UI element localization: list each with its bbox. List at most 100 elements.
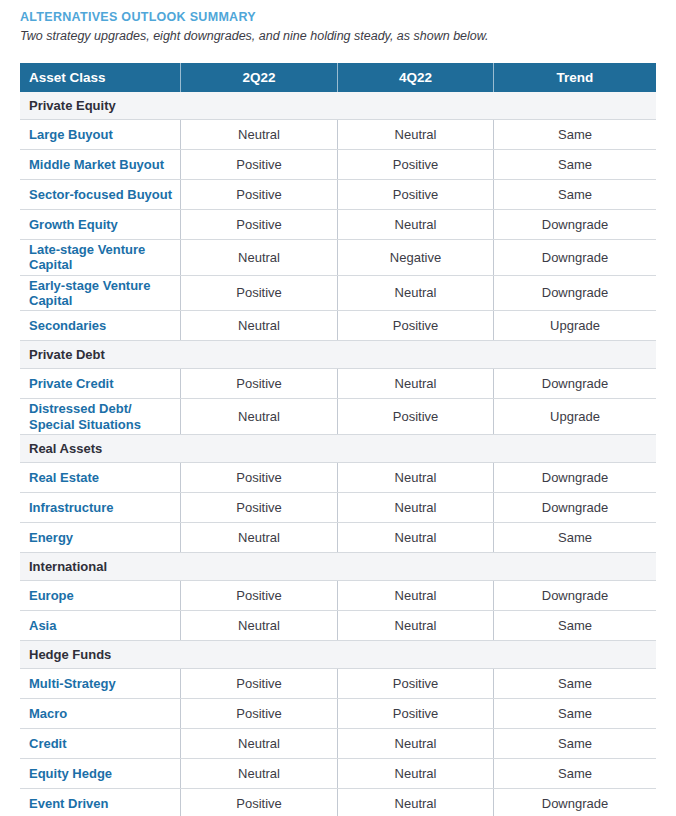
table-row: EnergyNeutralNeutralSame xyxy=(20,523,656,553)
column-header-4q22: 4Q22 xyxy=(337,63,493,92)
4q22-cell: Positive xyxy=(337,180,493,209)
2q22-cell: Neutral xyxy=(180,311,337,340)
asset-class-cell: Asia xyxy=(20,611,180,640)
table-row: Private CreditPositiveNeutralDowngrade xyxy=(20,369,656,399)
asset-class-cell: Middle Market Buyout xyxy=(20,150,180,179)
trend-cell: Upgrade xyxy=(493,399,656,434)
table-row: Event DrivenPositiveNeutralDowngrade xyxy=(20,789,656,816)
2q22-cell: Positive xyxy=(180,493,337,522)
outlook-summary-table: Asset Class 2Q22 4Q22 Trend Private Equi… xyxy=(20,63,656,816)
table-row: CreditNeutralNeutralSame xyxy=(20,729,656,759)
trend-cell: Same xyxy=(493,729,656,758)
2q22-cell: Positive xyxy=(180,150,337,179)
2q22-cell: Neutral xyxy=(180,120,337,149)
2q22-cell: Neutral xyxy=(180,399,337,434)
section-row: Private Debt xyxy=(20,341,656,369)
table-row: Multi-StrategyPositivePositiveSame xyxy=(20,669,656,699)
trend-cell: Downgrade xyxy=(493,210,656,239)
section-label: Private Debt xyxy=(29,347,105,362)
trend-cell: Same xyxy=(493,523,656,552)
4q22-cell: Neutral xyxy=(337,759,493,788)
2q22-cell: Positive xyxy=(180,669,337,698)
column-header-2q22: 2Q22 xyxy=(180,63,337,92)
trend-cell: Same xyxy=(493,120,656,149)
section-row: Real Assets xyxy=(20,435,656,463)
column-header-trend: Trend xyxy=(493,63,656,92)
trend-cell: Downgrade xyxy=(493,369,656,398)
asset-class-cell: Equity Hedge xyxy=(20,759,180,788)
asset-class-cell: Large Buyout xyxy=(20,120,180,149)
4q22-cell: Neutral xyxy=(337,729,493,758)
2q22-cell: Positive xyxy=(180,463,337,492)
section-label: Hedge Funds xyxy=(29,647,111,662)
2q22-cell: Positive xyxy=(180,210,337,239)
4q22-cell: Neutral xyxy=(337,789,493,816)
asset-class-cell: Early-stage Venture Capital xyxy=(20,276,180,311)
table-row: SecondariesNeutralPositiveUpgrade xyxy=(20,311,656,341)
trend-cell: Upgrade xyxy=(493,311,656,340)
table-row: Early-stage Venture CapitalPositiveNeutr… xyxy=(20,276,656,312)
table-row: Large BuyoutNeutralNeutralSame xyxy=(20,120,656,150)
trend-cell: Downgrade xyxy=(493,581,656,610)
4q22-cell: Neutral xyxy=(337,581,493,610)
4q22-cell: Positive xyxy=(337,699,493,728)
section-label: Real Assets xyxy=(29,441,102,456)
alternatives-outlook-page: ALTERNATIVES OUTLOOK SUMMARY Two strateg… xyxy=(0,0,676,816)
4q22-cell: Positive xyxy=(337,669,493,698)
asset-class-cell: Credit xyxy=(20,729,180,758)
2q22-cell: Positive xyxy=(180,276,337,311)
asset-class-cell: Event Driven xyxy=(20,789,180,816)
table-header-row: Asset Class 2Q22 4Q22 Trend xyxy=(20,63,656,92)
table-row: Late-stage Venture CapitalNeutralNegativ… xyxy=(20,240,656,276)
asset-class-cell: Real Estate xyxy=(20,463,180,492)
2q22-cell: Neutral xyxy=(180,523,337,552)
2q22-cell: Positive xyxy=(180,789,337,816)
asset-class-cell: Sector-focused Buyout xyxy=(20,180,180,209)
2q22-cell: Neutral xyxy=(180,759,337,788)
asset-class-cell: Energy xyxy=(20,523,180,552)
trend-cell: Downgrade xyxy=(493,789,656,816)
table-row: AsiaNeutralNeutralSame xyxy=(20,611,656,641)
asset-class-cell: Private Credit xyxy=(20,369,180,398)
trend-cell: Downgrade xyxy=(493,493,656,522)
page-subtitle: Two strategy upgrades, eight downgrades,… xyxy=(20,29,656,43)
asset-class-cell: Multi-Strategy xyxy=(20,669,180,698)
table-row: MacroPositivePositiveSame xyxy=(20,699,656,729)
trend-cell: Same xyxy=(493,611,656,640)
2q22-cell: Positive xyxy=(180,180,337,209)
2q22-cell: Neutral xyxy=(180,240,337,275)
trend-cell: Same xyxy=(493,699,656,728)
trend-cell: Same xyxy=(493,150,656,179)
asset-class-cell: Growth Equity xyxy=(20,210,180,239)
table-row: InfrastructurePositiveNeutralDowngrade xyxy=(20,493,656,523)
2q22-cell: Positive xyxy=(180,369,337,398)
4q22-cell: Neutral xyxy=(337,120,493,149)
asset-class-cell: Secondaries xyxy=(20,311,180,340)
section-row: Hedge Funds xyxy=(20,641,656,669)
4q22-cell: Neutral xyxy=(337,276,493,311)
4q22-cell: Neutral xyxy=(337,210,493,239)
table-row: Distressed Debt/ Special SituationsNeutr… xyxy=(20,399,656,435)
asset-class-cell: Macro xyxy=(20,699,180,728)
trend-cell: Same xyxy=(493,759,656,788)
page-title: ALTERNATIVES OUTLOOK SUMMARY xyxy=(20,10,656,24)
4q22-cell: Neutral xyxy=(337,611,493,640)
4q22-cell: Positive xyxy=(337,311,493,340)
4q22-cell: Neutral xyxy=(337,463,493,492)
trend-cell: Downgrade xyxy=(493,463,656,492)
4q22-cell: Neutral xyxy=(337,523,493,552)
4q22-cell: Positive xyxy=(337,399,493,434)
trend-cell: Downgrade xyxy=(493,240,656,275)
2q22-cell: Positive xyxy=(180,581,337,610)
4q22-cell: Neutral xyxy=(337,369,493,398)
4q22-cell: Neutral xyxy=(337,493,493,522)
table-row: Equity HedgeNeutralNeutralSame xyxy=(20,759,656,789)
trend-cell: Same xyxy=(493,180,656,209)
4q22-cell: Positive xyxy=(337,150,493,179)
table-row: EuropePositiveNeutralDowngrade xyxy=(20,581,656,611)
4q22-cell: Negative xyxy=(337,240,493,275)
asset-class-cell: Late-stage Venture Capital xyxy=(20,240,180,275)
section-label: International xyxy=(29,559,107,574)
table-row: Middle Market BuyoutPositivePositiveSame xyxy=(20,150,656,180)
2q22-cell: Neutral xyxy=(180,729,337,758)
